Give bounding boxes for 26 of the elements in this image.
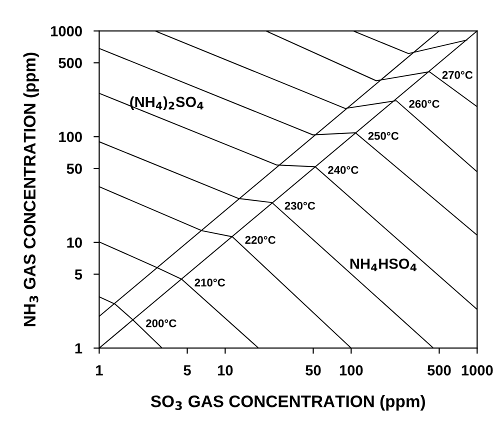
- annotation: (NH$_{4}$)$_{2}$SO$_{4}$: [130, 96, 204, 110]
- y-tick-label: 5: [74, 269, 82, 280]
- series-label: 200°C: [146, 319, 176, 328]
- x-axis-title: SO$_{3}$ GAS CONCENTRATION (ppm): [150, 395, 425, 411]
- series-label: 220°C: [245, 236, 276, 244]
- series-label: 260°C: [409, 100, 440, 108]
- y-tick-label: 50: [66, 164, 82, 174]
- x-tick-label: 5: [184, 365, 191, 376]
- y-tick-label: 100: [59, 132, 82, 142]
- x-tick-label: 1000: [462, 365, 493, 376]
- x-tick-label: 10: [218, 365, 233, 376]
- x-tick-label: 500: [428, 365, 451, 376]
- series-label: 270°C: [442, 71, 473, 79]
- y-tick-label: 1000: [51, 26, 82, 36]
- series-label: 210°C: [194, 278, 226, 287]
- x-tick-label: 100: [340, 365, 363, 376]
- y-tick-label: 1: [75, 343, 82, 354]
- series-label: 240°C: [328, 166, 358, 174]
- x-tick-label: 50: [306, 365, 321, 376]
- y-axis-title: NH$_{3}$ GAS CONCENTRATION (ppm): [23, 52, 39, 326]
- y-tick-label: 10: [67, 237, 82, 248]
- x-tick-label: 1: [96, 365, 103, 376]
- y-tick-label: 500: [58, 58, 82, 68]
- series-label: 250°C: [368, 132, 399, 140]
- series-label: 230°C: [284, 202, 316, 210]
- annotation: NH$_{4}$HSO$_{4}$: [350, 258, 417, 272]
